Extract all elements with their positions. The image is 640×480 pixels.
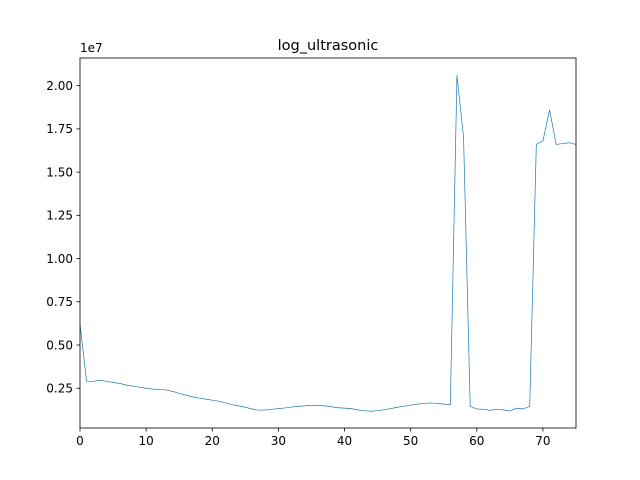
- x-tick-label: 20: [205, 434, 220, 448]
- y-tick-label: 1.25: [46, 209, 73, 223]
- y-tick-label: 2.00: [46, 79, 73, 93]
- x-tick-label: 70: [535, 434, 550, 448]
- y-tick-label: 1.75: [46, 122, 73, 136]
- x-axis: 0 10 20 30 40 50 60 70: [76, 428, 551, 448]
- x-tick-label: 60: [469, 434, 484, 448]
- chart-title: log_ultrasonic: [278, 38, 379, 54]
- series-line-0: [79, 74, 577, 412]
- x-tick-label: 50: [403, 434, 418, 448]
- x-tick-label: 0: [76, 434, 84, 448]
- y-tick-label: 1.00: [46, 252, 73, 266]
- y-tick-label: 0.75: [46, 295, 73, 309]
- series-layer: [79, 74, 577, 412]
- y-axis-offset-label: 1e7: [80, 41, 103, 55]
- x-tick-label: 30: [271, 434, 286, 448]
- y-tick-label: 1.50: [46, 165, 73, 179]
- axes-frame: [79, 57, 577, 429]
- y-tick-label: 0.25: [46, 382, 73, 396]
- x-tick-label: 40: [337, 434, 352, 448]
- y-tick-label: 0.50: [46, 338, 73, 352]
- y-axis: 0.25 0.50 0.75 1.00 1.25 1.50 1.75 2.00: [46, 79, 80, 396]
- x-tick-label: 10: [138, 434, 153, 448]
